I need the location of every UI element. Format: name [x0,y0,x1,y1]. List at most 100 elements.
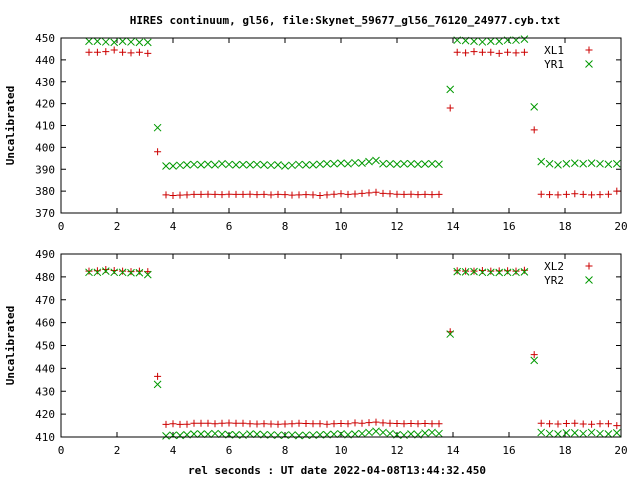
data-point-xl2 [504,267,512,275]
data-point-yr1 [183,161,191,169]
data-point-xl1 [197,190,205,198]
data-point-yr1 [197,161,205,169]
data-point-yr2 [302,431,310,440]
data-point-yr1 [365,157,373,166]
data-point-yr2 [110,268,119,277]
data-point-xl2 [414,420,422,428]
data-point-yr1 [495,37,504,46]
data-point-xl1 [162,191,170,199]
data-point-xl2 [571,419,579,427]
x-axis-label: rel seconds : UT date 2022-04-08T13:44:3… [188,464,486,477]
data-point-yr1 [135,38,144,47]
data-point-xl2 [546,420,554,428]
data-point-xl2 [85,267,93,275]
data-point-xl1 [470,48,478,56]
data-point-xl1 [154,148,162,156]
data-point-xl2 [127,268,135,276]
data-point-yr1 [274,161,282,169]
data-point-yr1 [446,85,455,94]
data-point-xl1 [330,190,338,198]
data-point-yr2 [190,430,198,438]
data-point-xl1 [530,126,538,134]
data-point-xl2 [93,267,101,275]
data-point-yr2 [246,430,254,438]
data-point-yr1 [478,38,487,46]
data-point-xl1 [309,191,317,199]
data-point-yr2 [407,430,415,438]
data-point-yr2 [503,268,512,277]
data-point-xl1 [190,190,198,198]
data-point-xl2 [135,267,143,275]
data-point-yr2 [604,430,613,438]
data-point-xl2 [260,420,268,428]
y-tick-label: 390 [35,163,55,176]
y-tick-label: 470 [35,294,55,307]
x-tick-label: 20 [614,220,627,233]
data-point-xl2 [393,420,401,428]
data-point-yr2 [143,270,152,279]
x-tick-label: 6 [226,444,233,457]
data-point-yr1 [351,158,359,167]
y-tick-label: 400 [35,141,55,154]
data-point-yr1 [400,159,408,168]
data-point-yr1 [337,159,345,167]
data-point-xl2 [330,420,338,428]
data-point-xl2 [183,420,191,428]
data-point-xl2 [176,420,184,428]
chart-title: HIRES continuum, gl56, file:Skynet_59677… [130,14,560,27]
y-tick-label: 420 [35,98,55,111]
data-point-xl2 [102,266,110,274]
data-point-xl2 [421,420,429,428]
data-point-xl2 [537,419,545,427]
data-point-yr1 [386,159,394,168]
data-point-xl1 [232,190,240,198]
legend-marker-yr1 [585,60,593,68]
data-point-yr1 [520,35,529,43]
y-tick-label: 430 [35,385,55,398]
data-point-xl1 [169,192,177,199]
data-point-xl2 [351,419,359,427]
x-tick-label: 12 [390,444,403,457]
data-point-xl1 [495,49,503,57]
data-point-yr2 [379,428,387,437]
data-point-yr2 [562,429,571,437]
data-point-xl1 [571,190,579,198]
y-tick-label: 410 [35,431,55,444]
x-tick-label: 14 [446,444,460,457]
y-tick-label: 450 [35,32,55,45]
data-point-yr2 [337,429,345,438]
data-point-yr2 [211,429,219,438]
data-point-yr1 [246,161,254,169]
bottom-panel: 0 2 4 6 8 10 12 14 16 18 20 410 420 430 440 450 460 470 48… [4,248,628,457]
legend-label: XL2 [544,260,564,273]
data-point-yr2 [446,330,455,338]
data-point-yr2 [495,268,504,277]
data-point-xl2 [372,418,380,426]
data-point-yr1 [239,160,247,169]
data-point-xl1 [435,190,443,198]
x-tick-label: 16 [502,444,515,457]
y-tick-label: 440 [35,362,55,375]
x-tick-label: 0 [58,444,65,457]
data-point-xl2 [435,420,443,428]
x-tick-label: 10 [334,220,347,233]
data-point-yr2 [197,430,205,438]
data-point-xl2 [596,420,604,428]
data-point-yr1 [379,159,387,168]
data-point-yr1 [253,160,261,169]
data-point-yr1 [604,160,613,169]
data-point-xl1 [446,104,454,112]
data-point-yr1 [428,159,436,168]
data-point-yr1 [218,159,226,168]
y-tick-label: 420 [35,408,55,421]
data-point-yr2 [596,429,604,438]
data-point-yr1 [288,161,296,170]
x-tick-label: 14 [446,220,460,233]
y-tick-label: 370 [35,207,55,220]
plot-frame [60,253,622,438]
data-point-yr1 [85,37,93,46]
data-point-yr1 [562,159,571,168]
data-point-yr1 [260,161,268,169]
data-point-xl1 [613,187,621,195]
